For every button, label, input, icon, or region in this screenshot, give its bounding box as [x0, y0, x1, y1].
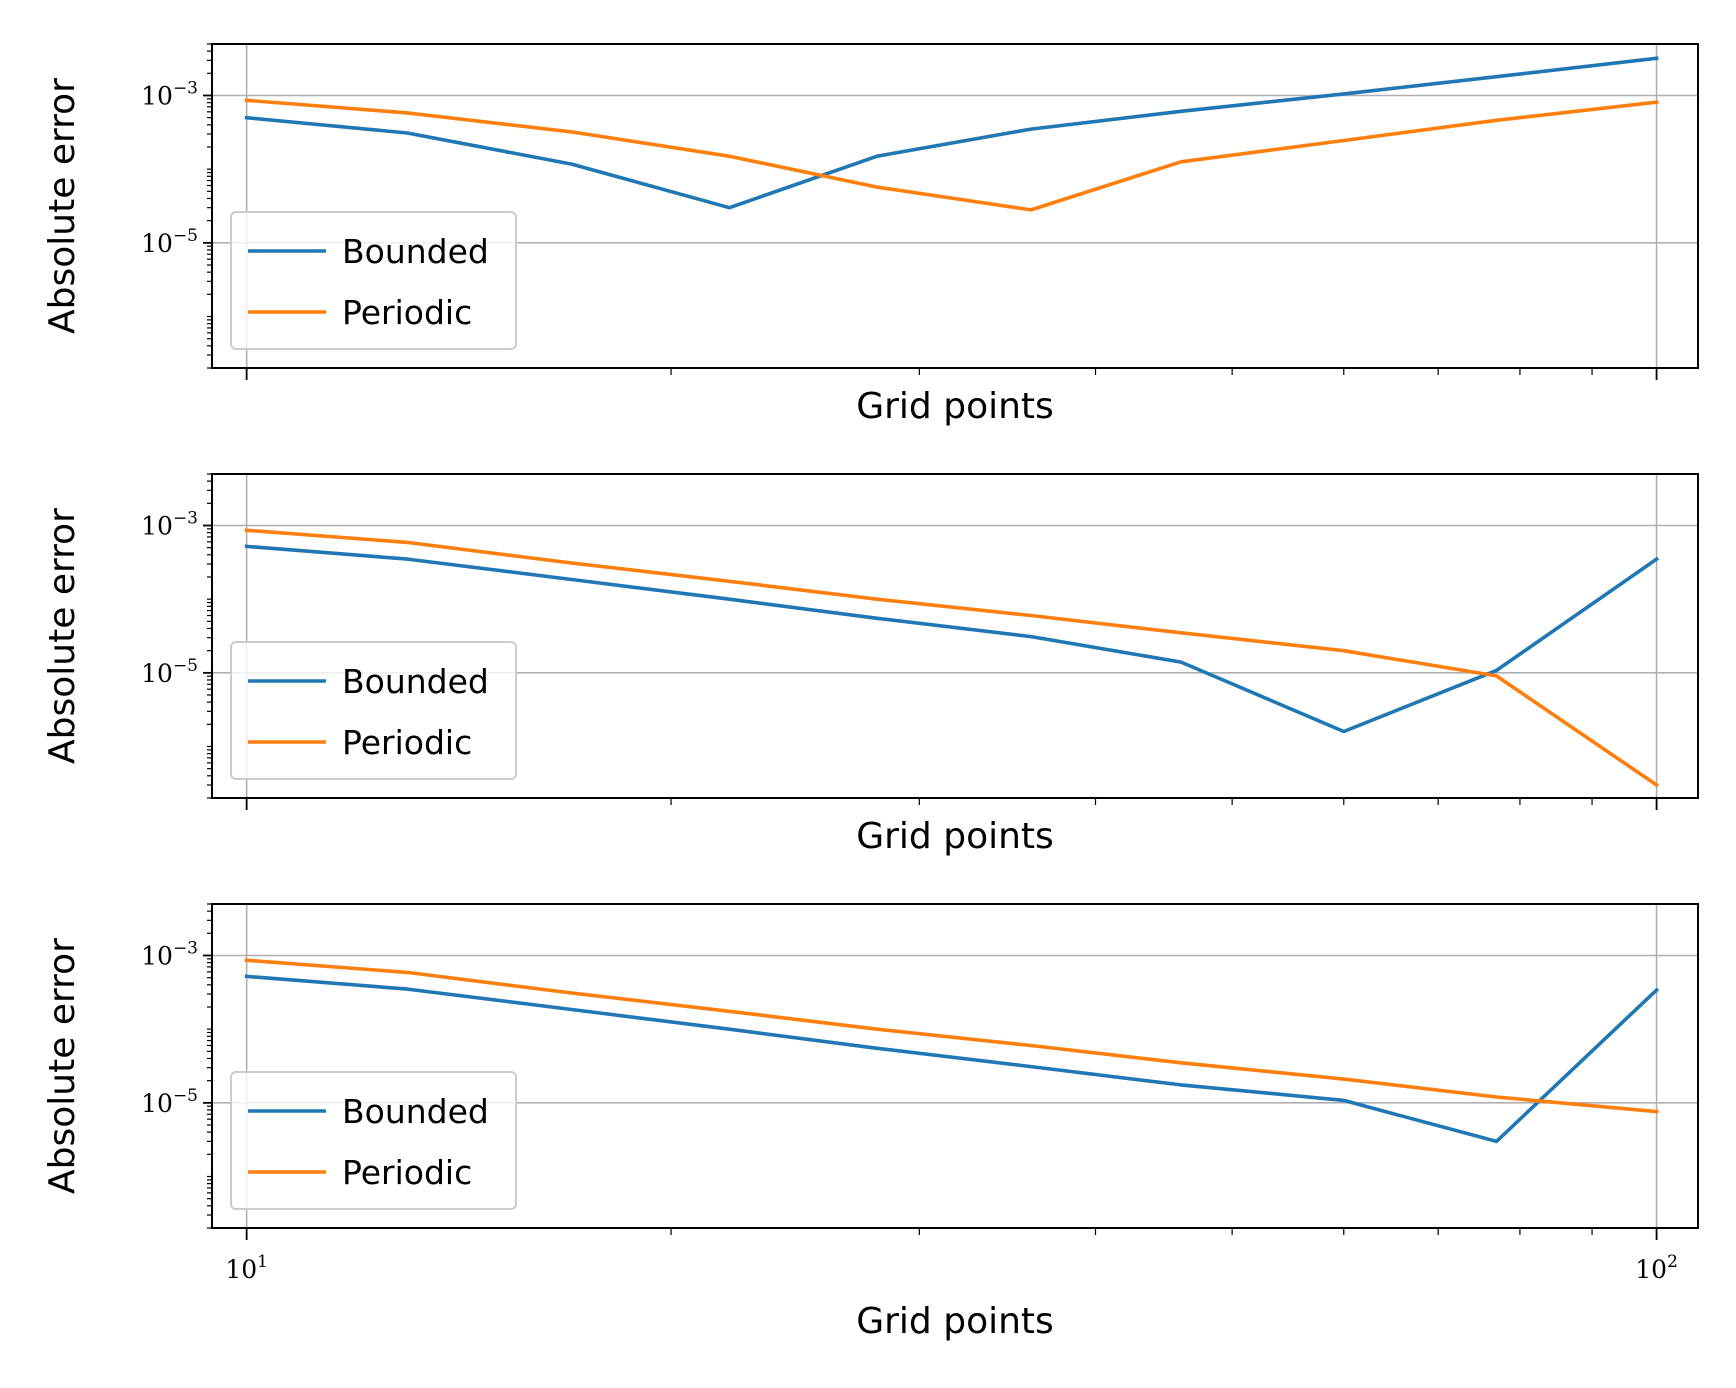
axes-frame [211, 903, 1699, 1229]
legend-box [230, 641, 517, 780]
subplot-3: 10−3 10−5 101 102 Grid points Absolute erro… [42, 903, 1699, 1342]
subplot-1: 10−3 10−5 Grid points Absolute error Boun… [42, 43, 1699, 427]
series-line-bounded [244, 56, 1659, 210]
y-tick-label: 10−5 [141, 1086, 198, 1118]
y-tick-label: 10−5 [141, 656, 198, 688]
legend-box [230, 211, 517, 350]
x-tick-label: 102 [1635, 1252, 1678, 1284]
legend-label-periodic: Periodic [342, 723, 472, 762]
axis-ticks: 10−3 10−5 [141, 473, 1658, 810]
series-line-periodic [244, 98, 1659, 212]
y-tick-label: 10−3 [141, 78, 198, 110]
legend-label-bounded: Bounded [342, 1092, 489, 1131]
y-axis-label: Absolute error [42, 508, 83, 764]
legend-label-bounded: Bounded [342, 662, 489, 701]
legend-label-periodic: Periodic [342, 293, 472, 332]
legend-label-periodic: Periodic [342, 1153, 472, 1192]
series-line-periodic [244, 958, 1659, 1114]
subplot-2: 10−3 10−5 Grid points Absolute error Boun… [42, 473, 1699, 857]
y-axis-label: Absolute error [42, 938, 83, 1194]
legend: Bounded Periodic [230, 211, 517, 350]
series-lines [244, 958, 1660, 1144]
x-axis-label: Grid points [856, 1301, 1054, 1342]
series-lines [244, 56, 1659, 212]
series-line-bounded [244, 974, 1660, 1144]
axis-ticks: 10−3 10−5 [141, 43, 1658, 380]
series-line-periodic [244, 528, 1660, 788]
y-tick-label: 10−5 [141, 226, 198, 258]
x-axis-label: Grid points [856, 816, 1054, 857]
axis-labels: Grid points Absolute error [42, 508, 1054, 857]
legend: Bounded Periodic [230, 1071, 517, 1210]
x-axis-label: Grid points [856, 386, 1054, 427]
axis-labels: Grid points Absolute error [42, 938, 1054, 1342]
axis-labels: Grid points Absolute error [42, 78, 1054, 427]
y-axis-label: Absolute error [42, 78, 83, 334]
y-tick-label: 10−3 [141, 508, 198, 540]
legend-label-bounded: Bounded [342, 232, 489, 271]
axes-frame [211, 473, 1699, 799]
series-lines [244, 528, 1660, 788]
series-line-bounded [244, 544, 1660, 734]
axis-ticks: 10−3 10−5 101 102 [141, 903, 1678, 1284]
legend: Bounded Periodic [230, 641, 517, 780]
axes-frame [211, 43, 1699, 369]
y-tick-label: 10−3 [141, 938, 198, 970]
x-tick-label: 101 [225, 1252, 268, 1284]
legend-box [230, 1071, 517, 1210]
